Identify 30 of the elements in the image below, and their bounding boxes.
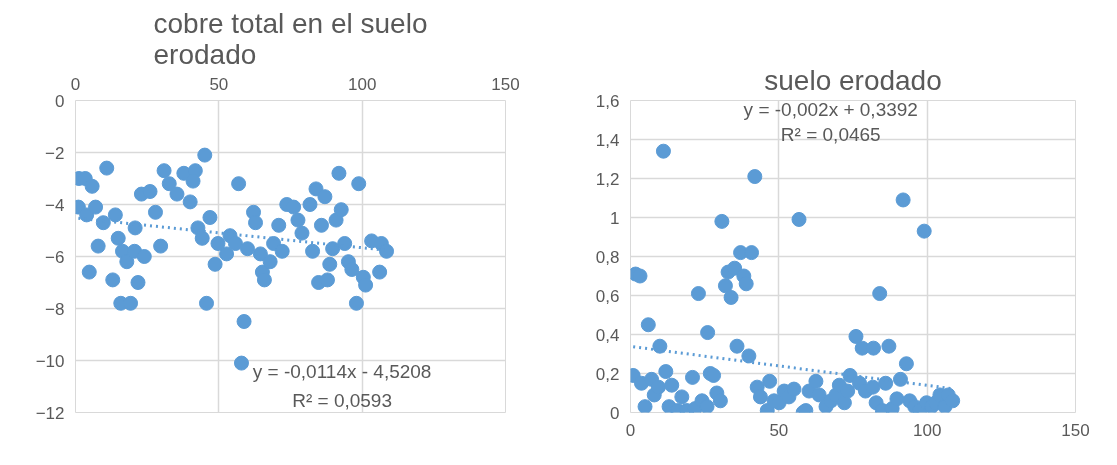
- annotation: y = -0,0114x - 4,5208: [252, 361, 432, 383]
- x-tick-label: 100: [347, 74, 377, 94]
- y-tick-label: −8: [45, 299, 65, 319]
- y-tick-label: 0: [55, 91, 65, 111]
- y-tick-label: 0,2: [595, 364, 620, 384]
- x-tick-label: 100: [912, 420, 942, 440]
- y-tick-label: 1: [610, 208, 620, 228]
- y-tick-label: 1,6: [595, 91, 620, 111]
- y-tick-label: 0,8: [595, 247, 620, 267]
- annotation: R² = 0,0593: [292, 389, 393, 411]
- y-tick-label: −6: [45, 247, 65, 267]
- y-tick-label: −10: [35, 351, 65, 371]
- y-tick-label: 0,4: [595, 325, 620, 345]
- y-tick-label: 0: [610, 403, 620, 423]
- y-tick-label: 1,4: [595, 130, 620, 150]
- y-tick-label: −2: [45, 143, 65, 163]
- x-tick-label: 0: [625, 420, 636, 440]
- x-tick-label: 50: [209, 74, 229, 94]
- chart-title: suelo erodado: [764, 64, 942, 96]
- y-tick-label: −4: [45, 195, 65, 215]
- y-tick-label: −12: [35, 403, 65, 423]
- annotation: y = -0,002x + 0,3392: [743, 99, 918, 121]
- x-tick-label: 150: [491, 74, 520, 94]
- annotation: R² = 0,0465: [780, 124, 881, 146]
- x-tick-label: 150: [1061, 420, 1090, 440]
- x-tick-label: 50: [769, 420, 789, 440]
- chart-title: cobre total en el suelo erodado: [153, 7, 428, 70]
- y-tick-label: 0,6: [595, 286, 620, 306]
- x-tick-label: 0: [70, 74, 81, 94]
- y-tick-label: 1,2: [595, 169, 620, 189]
